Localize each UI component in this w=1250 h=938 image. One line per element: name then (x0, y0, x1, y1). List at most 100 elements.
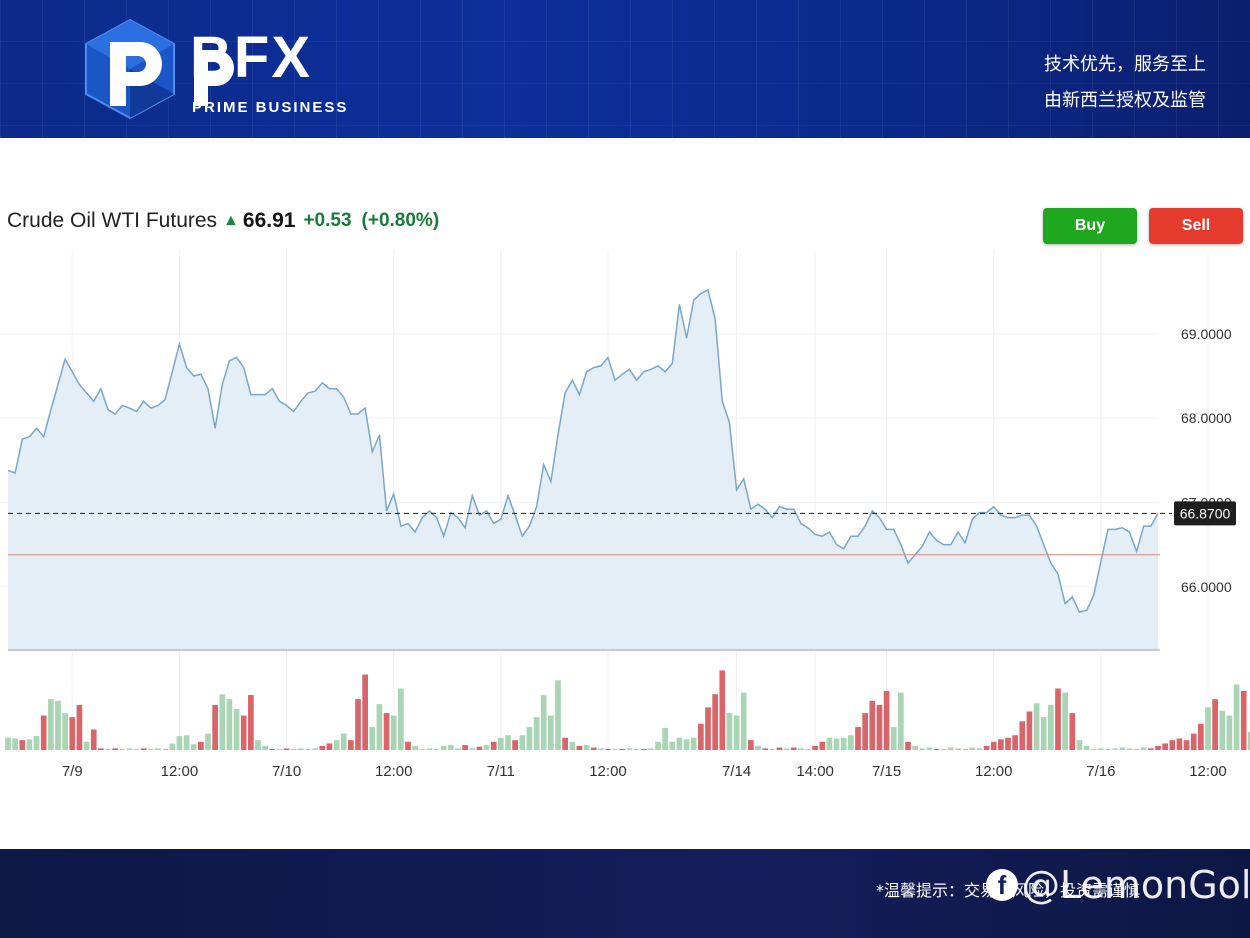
volume-bar (540, 695, 547, 750)
header-banner: BFX PRIME BUSINESS 技术优先，服务至上 由新西兰授权及监管 (0, 0, 1250, 138)
volume-bar (626, 748, 633, 750)
x-tick-label: 12:00 (161, 763, 199, 780)
volume-bar (712, 694, 718, 750)
volume-bar (155, 748, 161, 750)
volume-bar (69, 717, 76, 750)
x-tick-label: 7/14 (722, 763, 751, 780)
volume-bar (833, 738, 840, 750)
volume-bar (483, 745, 490, 750)
volume-bar (12, 738, 18, 750)
volume-bar (1219, 710, 1226, 750)
volume-bar (1019, 721, 1026, 750)
volume-bar (948, 747, 954, 750)
volume-bar (255, 740, 261, 750)
volume-bar (633, 749, 640, 750)
volume-bar (133, 749, 140, 750)
volume-bar (1098, 748, 1104, 750)
volume-bar (1155, 745, 1161, 750)
volume-bar (212, 704, 218, 750)
volume-bar (790, 747, 797, 750)
current-price-badge (1174, 501, 1236, 526)
volume-bar (605, 749, 611, 750)
volume-bar (1026, 711, 1033, 750)
volume-bar (576, 745, 583, 750)
volume-bar (919, 748, 926, 750)
x-tick-label: 7/10 (272, 763, 301, 780)
tagline-2: 由新西兰授权及监管 (1044, 90, 1206, 111)
price-change: +0.53 (303, 210, 352, 231)
volume-bar (1248, 731, 1250, 750)
volume-bar (1198, 723, 1204, 750)
volume-bar (298, 748, 304, 750)
volume-bar (662, 727, 668, 750)
volume-bar (76, 704, 83, 750)
volume-bar (655, 741, 661, 750)
volume-bar (426, 748, 433, 750)
volume-bar (119, 749, 126, 750)
volume-bar (333, 740, 340, 750)
volume-bar (26, 739, 33, 750)
volume-bar (762, 748, 768, 750)
volume-bar (162, 749, 168, 750)
volume-bar (769, 749, 776, 750)
volume-bar (740, 692, 747, 750)
volume-bar (319, 745, 326, 750)
volume-bar (1062, 692, 1068, 750)
volume-bar (376, 704, 383, 750)
volume-bar (40, 715, 47, 750)
volume-bar (469, 748, 476, 750)
volume-bar (283, 748, 290, 750)
volume-bar (826, 737, 833, 750)
volume-bar (862, 713, 868, 750)
volume-bar (348, 740, 354, 750)
volume-bar (976, 748, 983, 750)
volume-bar (440, 745, 447, 750)
volume-bar (583, 745, 590, 750)
volume-bar (1005, 737, 1011, 750)
volume-bar (126, 748, 133, 750)
pbfx-logo (85, 18, 234, 120)
volume-bar (905, 741, 911, 750)
volume-bar (1119, 747, 1126, 750)
volume-bar (112, 748, 118, 750)
instrument-name: Crude Oil WTI Futures (7, 209, 218, 232)
volume-bar (326, 743, 333, 750)
volume-bar (1033, 703, 1040, 750)
volume-bar (98, 748, 104, 750)
volume-bar (490, 741, 497, 750)
footer-banner: *温馨提示：交易有风险，投资需谨慎 f @LemonGold (0, 849, 1250, 938)
price-line (7, 288, 1159, 613)
volume-bar (1126, 748, 1133, 750)
volume-bar (933, 749, 940, 750)
volume-bar (462, 745, 468, 750)
volume-bar (876, 704, 883, 750)
volume-bar (890, 727, 897, 750)
volume-bar (676, 737, 683, 750)
volume-bar (998, 739, 1004, 750)
volume-bar (719, 670, 726, 750)
volume-bar (198, 741, 204, 750)
sell-button[interactable]: Sell (1149, 208, 1243, 244)
volume-bar (412, 745, 418, 750)
volume-bar (912, 745, 918, 750)
volume-bar (505, 735, 511, 750)
volume-bar (1076, 740, 1083, 750)
volume-bar (962, 749, 968, 750)
volume-bar (640, 749, 647, 750)
volume-bar (183, 735, 190, 750)
volume-bar (1162, 743, 1168, 750)
volume-bar (419, 749, 426, 750)
volume-bar (48, 699, 54, 750)
volume-bar (383, 713, 390, 750)
volume-bar (1169, 740, 1176, 750)
volume-bar (455, 748, 461, 750)
volume-bar (312, 748, 318, 750)
last-price: 66.91 (242, 209, 296, 232)
buy-button[interactable]: Buy (1043, 208, 1137, 244)
volume-bar (805, 749, 811, 750)
volume-bar (548, 715, 554, 750)
volume-bar (555, 680, 561, 750)
volume-bar (526, 727, 533, 750)
volume-bar (726, 713, 733, 750)
volume-bar (140, 748, 147, 750)
